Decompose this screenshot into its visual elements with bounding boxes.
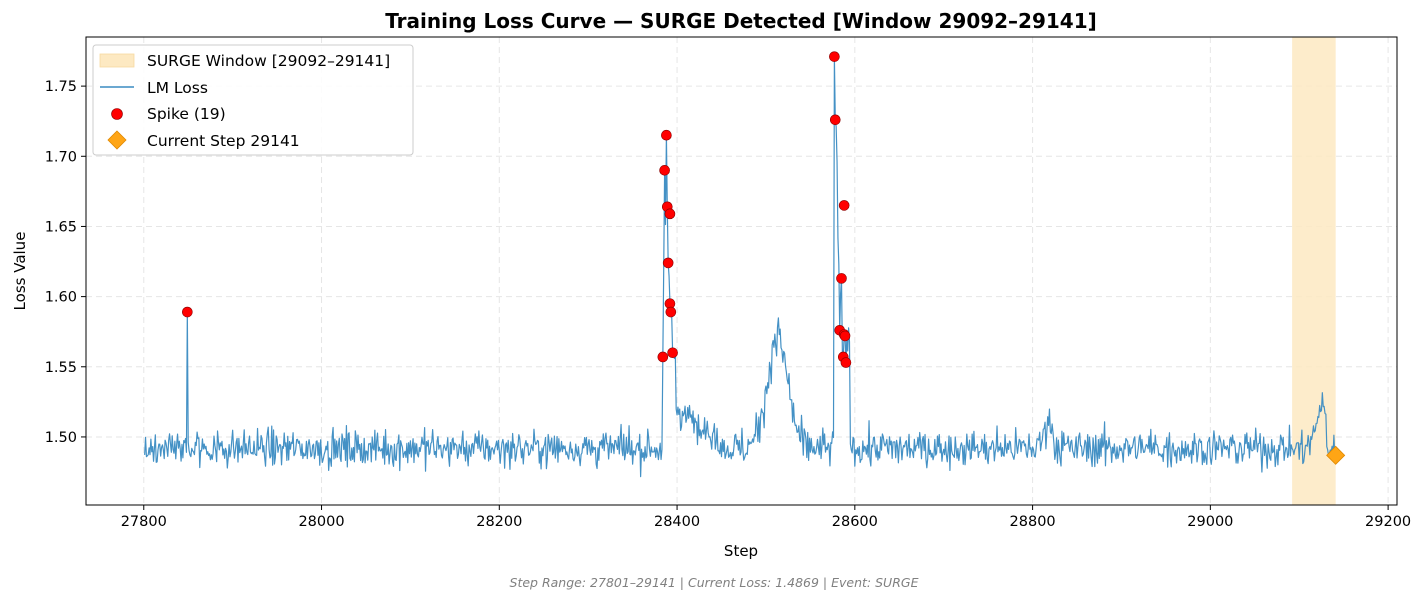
loss-line: [144, 56, 1337, 478]
x-tick-label: 28600: [832, 514, 878, 530]
spike-point: [182, 306, 193, 318]
spike-point: [829, 114, 841, 126]
footer-summary: Step Range: 27801–29141 | Current Loss: …: [510, 575, 919, 590]
y-tick-label: 1.70: [45, 149, 77, 165]
x-tick-label: 29200: [1365, 514, 1411, 530]
y-tick-label: 1.50: [45, 430, 77, 446]
legend: SURGE Window [29092–29141] LM Loss Spike…: [92, 44, 414, 156]
y-tick-label: 1.65: [45, 219, 77, 235]
legend-box: [92, 44, 414, 156]
x-tick-label: 28200: [476, 514, 522, 530]
legend-surge-swatch: [99, 53, 135, 68]
spike-point: [665, 306, 677, 318]
plot-frame: [85, 36, 1398, 506]
spike-point: [829, 51, 840, 62]
y-axis-label: Loss Value: [11, 232, 29, 311]
spike-point: [661, 129, 672, 141]
current-step-marker: [1326, 445, 1346, 465]
y-tick-label: 1.55: [45, 360, 77, 376]
surge-window-band: [1292, 37, 1336, 505]
legend-loss-label: LM Loss: [147, 79, 208, 97]
spike-point: [667, 347, 678, 359]
legend-surge-label: SURGE Window [29092–29141]: [147, 52, 390, 70]
y-axis-ticks: 1.50 1.55 1.60 1.65 1.70 1.75: [45, 79, 86, 446]
legend-spike-label: Spike (19): [147, 105, 226, 123]
spike-point: [839, 330, 851, 342]
legend-current-label: Current Step 29141: [147, 132, 300, 150]
y-tick-label: 1.75: [45, 79, 77, 95]
x-tick-label: 29000: [1187, 514, 1233, 530]
chart-title: Training Loss Curve — SURGE Detected [Wi…: [385, 9, 1097, 33]
current-step-layer: [1326, 445, 1346, 465]
x-tick-label: 27800: [121, 514, 167, 530]
spike-point: [840, 357, 852, 368]
x-axis-ticks: 27800 28000 28200 28400 28600 28800 29000 29200: [121, 505, 1411, 530]
spike-point: [836, 273, 847, 284]
x-tick-label: 28800: [1010, 514, 1056, 530]
spike-point: [664, 208, 676, 220]
spike-point: [838, 200, 850, 211]
spike-point: [657, 351, 669, 363]
loss-line-layer: [144, 56, 1337, 478]
spike-point: [662, 257, 674, 269]
x-tick-label: 28400: [654, 514, 700, 530]
spike-markers: [182, 51, 852, 368]
y-tick-label: 1.60: [45, 290, 77, 306]
spike-point: [659, 165, 670, 176]
x-tick-label: 28000: [298, 514, 344, 530]
x-axis-label: Step: [724, 542, 758, 560]
legend-current-marker: [107, 130, 127, 150]
legend-spike-marker: [111, 108, 123, 120]
